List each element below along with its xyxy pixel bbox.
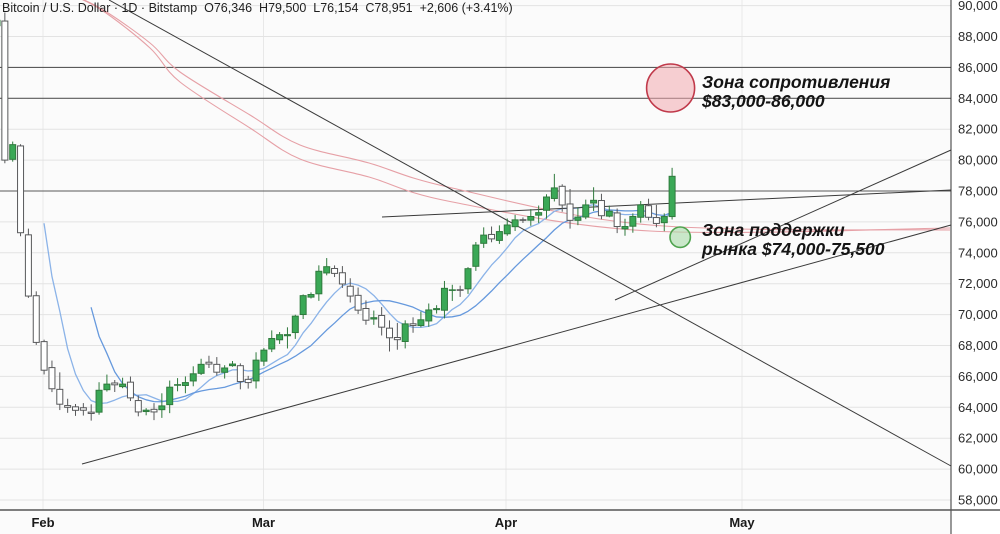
svg-text:рынка $74,000-75,500: рынка $74,000-75,500	[701, 239, 885, 259]
svg-text:66,000: 66,000	[958, 369, 998, 384]
svg-text:Зона поддержки: Зона поддержки	[702, 220, 845, 240]
svg-text:76,000: 76,000	[958, 214, 998, 229]
svg-text:58,000: 58,000	[958, 493, 998, 508]
svg-text:70,000: 70,000	[958, 307, 998, 322]
svg-text:60,000: 60,000	[958, 462, 998, 477]
svg-text:74,000: 74,000	[958, 245, 998, 260]
svg-text:84,000: 84,000	[958, 91, 998, 106]
svg-text:Зона сопротивления: Зона сопротивления	[702, 72, 890, 92]
svg-text:82,000: 82,000	[958, 122, 998, 137]
svg-text:78,000: 78,000	[958, 184, 998, 199]
svg-text:Mar: Mar	[252, 515, 275, 530]
svg-text:88,000: 88,000	[958, 29, 998, 44]
svg-text:May: May	[729, 515, 755, 530]
svg-text:64,000: 64,000	[958, 400, 998, 415]
svg-text:68,000: 68,000	[958, 338, 998, 353]
svg-text:80,000: 80,000	[958, 153, 998, 168]
svg-text:Apr: Apr	[495, 515, 517, 530]
svg-text:86,000: 86,000	[958, 60, 998, 75]
svg-text:90,000: 90,000	[958, 0, 998, 13]
svg-text:72,000: 72,000	[958, 276, 998, 291]
svg-text:Feb: Feb	[31, 515, 54, 530]
svg-text:Bitcoin / U.S. Dollar · 1D · B: Bitcoin / U.S. Dollar · 1D · Bitstamp O7…	[2, 1, 513, 15]
svg-text:62,000: 62,000	[958, 431, 998, 446]
svg-text:$83,000-86,000: $83,000-86,000	[701, 91, 825, 111]
